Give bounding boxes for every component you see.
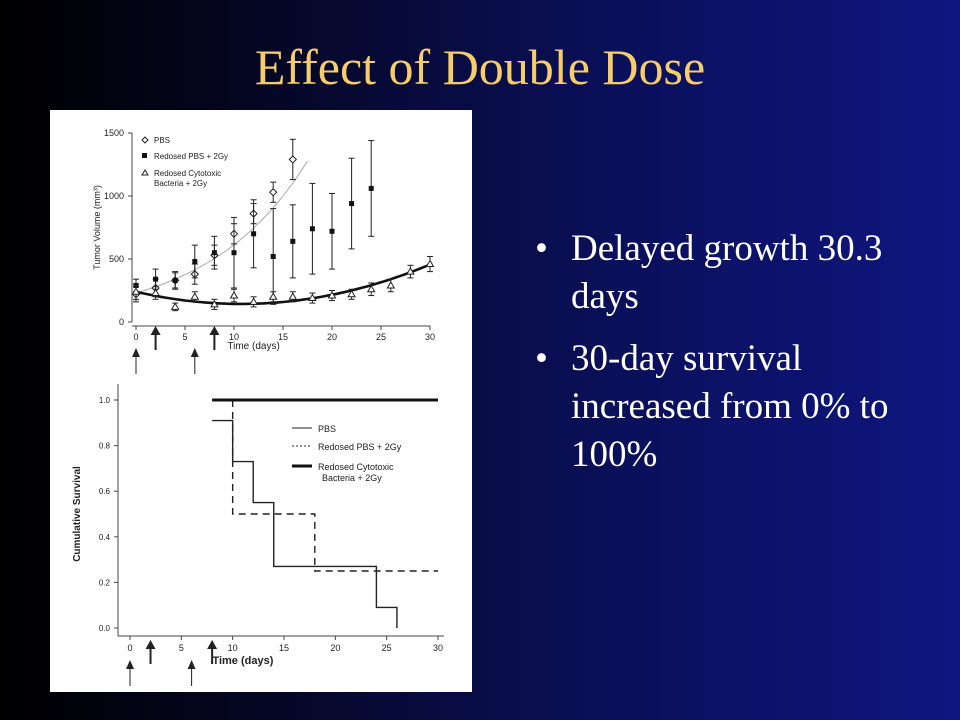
- survival-y-tick-label: 0.4: [99, 533, 111, 542]
- tumor-point-cytotoxic: [210, 299, 219, 308]
- tumor-point-redosed-pbs: [192, 259, 198, 265]
- survival-dose-arrow: [126, 660, 134, 686]
- survival-x-axis-label: Time (days): [212, 655, 273, 667]
- survival-treatment-arrow-head: [145, 640, 156, 649]
- tumor-point-redosed-pbs: [349, 201, 355, 207]
- tumor-legend-label-pbs: PBS: [154, 136, 170, 145]
- tumor-point-redosed-pbs: [172, 277, 178, 283]
- survival-x-tick-label: 30: [433, 643, 443, 653]
- survival-x-tick-label: 20: [330, 643, 340, 653]
- tumor-point-cytotoxic: [327, 291, 337, 299]
- tumor-dose-arrow: [132, 348, 140, 374]
- tumor-y-axis-label: Tumor Volume (mm³): [92, 185, 102, 270]
- tumor-dose-arrow-head: [190, 348, 199, 357]
- survival-dose-arrow-head: [187, 660, 196, 669]
- survival-dose-arrow-head: [126, 660, 134, 669]
- survival-legend-label-redosed-pbs: Redosed PBS + 2Gy: [318, 442, 402, 452]
- tumor-point-cytotoxic: [229, 291, 239, 299]
- tumor-treatment-arrow-head: [209, 326, 220, 335]
- tumor-point-cytotoxic: [170, 302, 180, 310]
- survival-y-tick-label: 0.8: [99, 442, 111, 451]
- survival-dose-arrow: [187, 660, 196, 686]
- survival-treatment-arrow: [207, 640, 218, 664]
- tumor-legend-marker-pbs: [141, 136, 149, 144]
- tumor-point-redosed-pbs: [309, 226, 315, 232]
- survival-x-tick-label: 15: [279, 643, 289, 653]
- bullet-glyph: •: [535, 338, 548, 379]
- tumor-point-cytotoxic: [249, 297, 258, 305]
- tumor-x-tick-label: 30: [425, 332, 435, 342]
- bullet-text: 30-day survival increased from 0% to 100…: [571, 338, 889, 475]
- tumor-dose-arrow: [190, 348, 199, 374]
- survival-y-tick-label: 0.6: [99, 487, 111, 496]
- tumor-x-tick-label: 10: [229, 332, 239, 342]
- survival-y-tick-label: 0.2: [99, 578, 111, 587]
- survival-legend-label-cytotoxic-line1: Redosed Cytotoxic: [318, 462, 394, 472]
- survival-y-tick-label: 0.0: [99, 624, 111, 633]
- tumor-y-tick-label: 500: [109, 254, 124, 264]
- bullet-text: Delayed growth 30.3 days: [571, 228, 883, 317]
- tumor-point-redosed-pbs: [270, 253, 276, 259]
- tumor-point-redosed-pbs: [290, 238, 296, 244]
- tumor-legend-marker-cytotoxic: [141, 169, 149, 176]
- tumor-dose-arrow-head: [132, 348, 140, 357]
- bullet-item: • 30-day survival increased from 0% to 10…: [535, 335, 935, 479]
- slide-title: Effect of Double Dose: [254, 39, 706, 95]
- tumor-point-cytotoxic: [366, 284, 376, 293]
- survival-y-tick-label: 1.0: [99, 396, 111, 405]
- tumor-y-tick-label: 1000: [104, 191, 124, 201]
- tumor-x-tick-label: 25: [376, 332, 386, 342]
- survival-x-tick-label: 25: [382, 643, 392, 653]
- survival-treatment-arrow-head: [207, 640, 218, 649]
- survival-treatment-arrow: [145, 640, 156, 664]
- tumor-x-axis-label: Time (days): [227, 341, 279, 352]
- tumor-legend-label-redosed-pbs: Redosed PBS + 2Gy: [154, 152, 228, 161]
- figure-panel: 0 500 1000 1500 0 5 10 15 20 25 30 Time (days) Tumor…: [50, 110, 472, 692]
- tumor-point-cytotoxic: [406, 267, 415, 275]
- tumor-point-cytotoxic: [268, 292, 278, 300]
- tumor-treatment-arrow-head: [150, 326, 161, 335]
- tumor-pbs-fit-curve: [135, 160, 308, 294]
- survival-x-tick-label: 10: [228, 643, 238, 653]
- tumor-point-cytotoxic: [386, 280, 396, 289]
- tumor-point-cytotoxic: [288, 292, 298, 300]
- tumor-cytotoxic-fit-curve: [135, 263, 431, 306]
- bullet-item: • Delayed growth 30.3 days: [535, 225, 935, 321]
- tumor-legend-label-cytotoxic-line1: Redosed Cytotoxic: [154, 169, 221, 178]
- survival-curve-redosed-pbs: [231, 400, 438, 572]
- survival-legend-label-pbs: PBS: [318, 424, 336, 434]
- figure-svg: 0 500 1000 1500 0 5 10 15 20 25 30 Time (days) Tumor…: [72, 128, 444, 686]
- tumor-treatment-arrow: [150, 326, 161, 350]
- tumor-point-cytotoxic: [190, 292, 200, 300]
- tumor-x-tick-label: 5: [182, 332, 187, 342]
- tumor-x-tick-label: 0: [133, 332, 138, 342]
- tumor-point-redosed-pbs: [251, 231, 257, 237]
- survival-y-axis-label: Cumulative Survival: [72, 466, 83, 562]
- tumor-point-redosed-pbs: [368, 185, 374, 191]
- tumor-point-cytotoxic: [131, 287, 141, 295]
- bullet-list: • Delayed growth 30.3 days • 30-day surviv…: [535, 225, 935, 493]
- tumor-point-cytotoxic: [308, 293, 317, 302]
- tumor-y-tick-label: 1500: [104, 128, 124, 138]
- tumor-point-cytotoxic: [347, 289, 356, 298]
- tumor-point-redosed-pbs: [211, 250, 217, 256]
- tumor-point-pbs: [268, 188, 278, 197]
- tumor-y-tick-label: 0: [119, 317, 124, 327]
- survival-legend-label-cytotoxic-line2: Bacteria + 2Gy: [322, 473, 382, 483]
- survival-curve-pbs: [212, 419, 398, 628]
- tumor-point-redosed-pbs: [231, 250, 237, 256]
- survival-x-tick-label: 5: [179, 643, 184, 653]
- tumor-legend-marker-redosed-pbs: [142, 153, 147, 158]
- tumor-x-tick-label: 20: [327, 332, 337, 342]
- bullet-glyph: •: [535, 228, 548, 269]
- tumor-point-cytotoxic: [151, 288, 160, 297]
- tumor-point-pbs: [288, 155, 298, 164]
- tumor-point-cytotoxic: [425, 259, 435, 268]
- tumor-legend-label-cytotoxic-line2: Bacteria + 2Gy: [154, 179, 207, 188]
- survival-x-tick-label: 0: [127, 643, 132, 653]
- tumor-point-redosed-pbs: [153, 276, 159, 282]
- tumor-treatment-arrow: [209, 326, 220, 350]
- tumor-x-tick-label: 15: [278, 332, 288, 342]
- tumor-point-redosed-pbs: [329, 228, 335, 234]
